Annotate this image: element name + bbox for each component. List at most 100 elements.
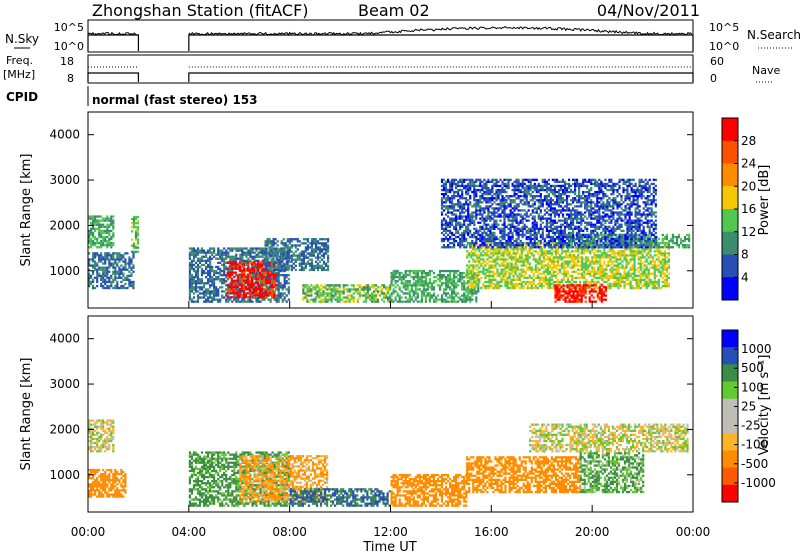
power-cell-4	[231, 267, 233, 269]
power-cell-7	[451, 278, 453, 280]
power-cell-6	[371, 294, 373, 296]
power-cell-11	[459, 181, 461, 183]
power-cell-2	[98, 254, 100, 256]
power-cell-8	[613, 256, 615, 258]
power-cell-6	[335, 292, 337, 294]
power-cell-11	[467, 234, 469, 236]
power-cell-2	[92, 285, 94, 287]
power-cell-8	[609, 283, 611, 285]
power-cell-8	[521, 283, 523, 285]
power-cell-8	[523, 260, 525, 262]
power-cell-11	[447, 209, 449, 211]
power-cell-5	[313, 267, 315, 269]
power-cell-5	[273, 261, 275, 263]
power-cell-6	[383, 294, 385, 296]
power-cell-8	[551, 254, 553, 256]
power-cell-11	[441, 179, 443, 181]
power-cell-7	[411, 288, 413, 290]
power-cell-2	[104, 281, 106, 283]
power-cell-9	[589, 296, 591, 298]
power-cell-3	[274, 290, 276, 292]
power-cell-6	[304, 292, 306, 294]
power-cell-7	[391, 272, 393, 274]
power-cell-8	[527, 285, 529, 287]
power-cell-8	[486, 252, 488, 254]
power-cell-2	[130, 283, 132, 285]
power-cell-8	[547, 285, 549, 287]
power-cell-9	[599, 290, 601, 292]
power-cell-2	[112, 267, 114, 269]
power-cell-3	[253, 256, 255, 258]
power-cell-7	[391, 274, 393, 276]
power-cell-2	[128, 281, 130, 283]
power-cell-8	[662, 254, 664, 256]
power-cell-7	[397, 276, 399, 278]
power-cell-6	[302, 288, 304, 290]
power-cell-7	[429, 278, 431, 280]
power-cell-8	[589, 262, 591, 264]
power-cell-6	[331, 299, 333, 301]
power-cell-8	[652, 258, 654, 260]
power-cell-11	[459, 189, 461, 191]
power-cell-7	[425, 282, 427, 284]
power-cell-8	[504, 269, 506, 271]
power-cell-8	[666, 275, 668, 277]
power-cell-10	[680, 240, 682, 242]
power-cell-2	[116, 285, 118, 287]
power-cell-3	[199, 296, 201, 298]
power-cell-8	[587, 269, 589, 271]
power-cell-3	[278, 282, 280, 284]
power-cell-8	[662, 269, 664, 271]
power-cell-1	[135, 226, 137, 228]
power-cell-2	[102, 287, 104, 289]
power-cell-8	[597, 271, 599, 273]
power-cell-7	[465, 282, 467, 284]
power-cell-7	[465, 290, 467, 292]
power-cell-4	[259, 267, 261, 269]
power-cell-3	[278, 280, 280, 282]
power-cell-8	[591, 262, 593, 264]
power-cell-8	[623, 256, 625, 258]
power-cell-4	[257, 288, 259, 290]
power-cell-8	[529, 252, 531, 254]
power-cell-8	[664, 254, 666, 256]
power-cell-6	[347, 301, 349, 303]
power-cell-5	[299, 257, 301, 259]
power-cell-3	[213, 274, 215, 276]
power-cell-4	[241, 261, 243, 263]
power-cell-11	[471, 191, 473, 193]
power-cell-11	[441, 222, 443, 224]
power-cell-2	[124, 258, 126, 260]
power-cell-3	[201, 268, 203, 270]
power-cell-8	[581, 258, 583, 260]
power-cell-2	[90, 281, 92, 283]
power-cell-2	[124, 277, 126, 279]
power-cell-2	[114, 277, 116, 279]
power-cell-7	[441, 274, 443, 276]
power-cell-3	[195, 286, 197, 288]
power-cell-8	[543, 271, 545, 273]
power-cell-4	[239, 288, 241, 290]
power-cell-8	[652, 264, 654, 266]
power-cell-7	[459, 272, 461, 274]
power-cell-10	[662, 238, 664, 240]
power-cell-7	[425, 272, 427, 274]
power-cell-8	[521, 281, 523, 283]
power-cell-5	[321, 250, 323, 252]
power-cell-8	[517, 248, 519, 250]
power-cell-5	[315, 267, 317, 269]
power-cell-8	[613, 254, 615, 256]
power-cell-4	[239, 296, 241, 298]
power-cell-4	[233, 265, 235, 267]
power-cell-9	[581, 288, 583, 290]
power-cell-8	[517, 260, 519, 262]
power-cell-9	[579, 288, 581, 290]
power-cell-8	[595, 277, 597, 279]
power-cell-8	[494, 279, 496, 281]
power-cell-3	[245, 301, 247, 303]
power-cell-9	[603, 294, 605, 296]
power-cell-8	[509, 267, 511, 269]
power-cell-11	[457, 218, 459, 220]
power-cell-5	[303, 255, 305, 257]
power-cell-8	[496, 285, 498, 287]
